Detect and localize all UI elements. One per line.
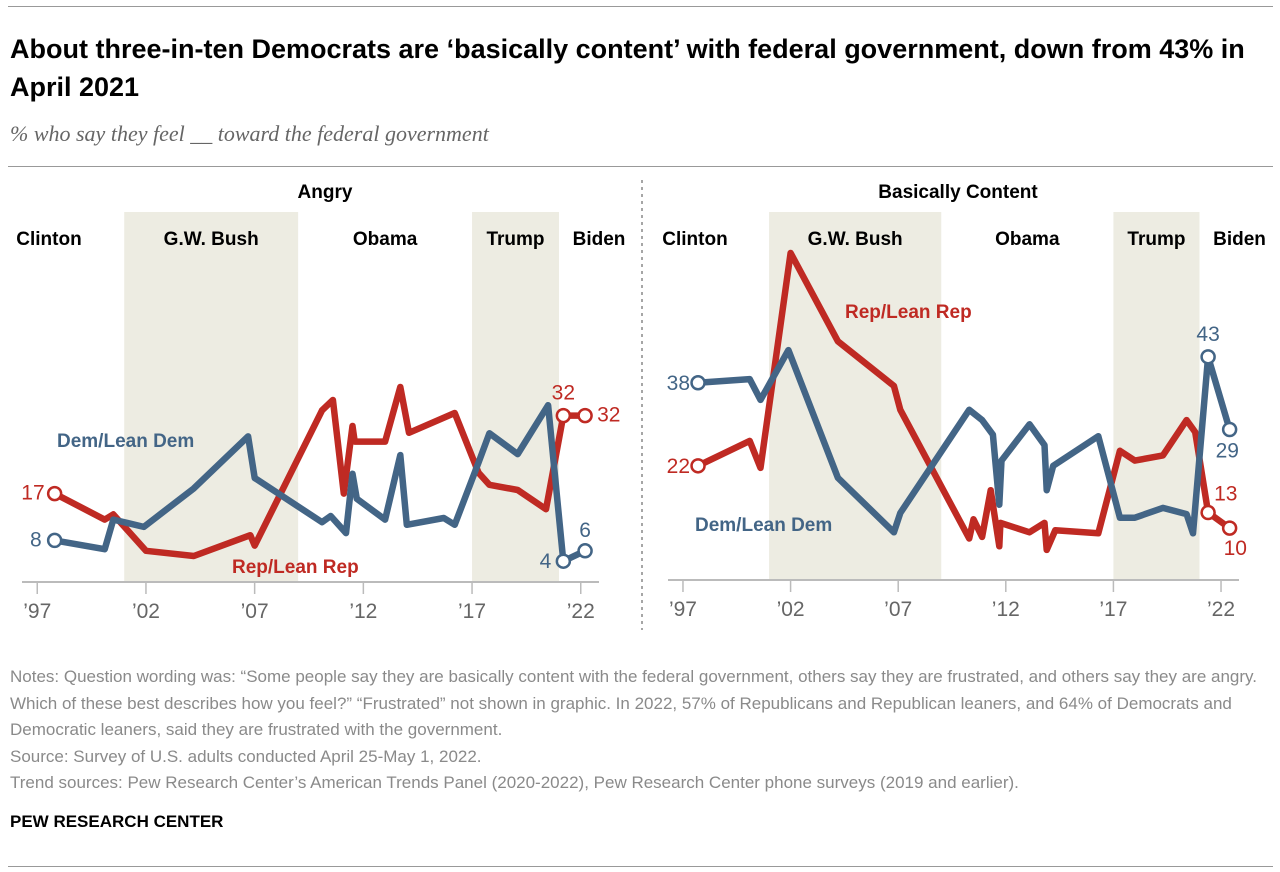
header-rule [8,166,1273,167]
panel-title: Angry [298,182,353,203]
notes-wording: Notes: Question wording was: “Some peopl… [10,667,1258,739]
era-label: Clinton [16,229,81,250]
data-point-dem [1200,349,1216,365]
series-name-label: Rep/Lean Rep [232,557,359,578]
era-label: Trump [1127,229,1185,250]
era-label: Biden [1213,229,1266,250]
data-point-rep [46,485,63,502]
brand-footer: PEW RESEARCH CENTER [10,812,224,831]
data-label: 13 [1214,483,1237,506]
data-label: 6 [579,519,591,542]
data-label: 32 [552,382,575,405]
data-label: 8 [30,528,42,551]
notes-source: Source: Survey of U.S. adults conducted … [10,746,482,766]
data-point-rep [577,407,593,424]
data-label: 22 [667,455,690,478]
x-tick-label: ’97 [23,600,51,623]
era-band-trump [472,212,559,582]
series-line-rep [51,383,589,560]
x-tick-label: ’12 [992,598,1020,621]
series-name-label: Dem/Lean Dem [57,431,194,452]
data-point-dem [1221,421,1238,438]
data-point-dem [46,532,63,549]
x-tick-label: ’17 [458,600,486,623]
charts-area: Clinton G.W. Bush Obama Trump Biden Angry ’97 ’… [16,180,1266,630]
top-rule [8,6,1273,7]
era-label: G.W. Bush [808,229,903,250]
series-name-label: Rep/Lean Rep [845,302,972,323]
era-label: Obama [995,229,1060,250]
data-point-dem [577,543,593,559]
x-tick-label: ’07 [884,598,912,621]
series-line-rep [694,249,1233,554]
x-tick-label: ’02 [777,598,805,621]
notes: Notes: Question wording was: “Some peopl… [10,664,1275,797]
era-label: Biden [573,229,626,250]
chart-title: About three-in-ten Democrats are ‘basica… [10,34,1245,102]
x-tick-label: ’12 [349,600,377,623]
bottom-rule [8,866,1273,867]
era-band-trump [1113,212,1200,580]
era-label: G.W. Bush [164,229,259,250]
panel-basically-content: Clinton G.W. Bush Obama Trump Biden Basically… [662,182,1266,621]
data-point-dem [690,375,706,391]
x-tick-label: ’07 [241,600,269,623]
era-band-gwbush [124,212,299,582]
era-label: Clinton [662,229,727,250]
series-name-label: Dem/Lean Dem [695,515,832,536]
data-label: 17 [21,482,44,505]
series-line-dem [694,346,1233,537]
x-tick-label: ’22 [1207,598,1235,621]
x-tick-label: ’22 [567,600,595,623]
data-point-dem [555,553,572,569]
data-label: 29 [1216,439,1239,462]
data-label: 10 [1224,537,1247,560]
panel-title: Basically Content [878,182,1038,203]
panel-angry: Clinton G.W. Bush Obama Trump Biden Angry ’97 ’… [16,182,625,623]
era-band-gwbush [769,212,942,580]
data-point-rep [1221,520,1238,536]
x-tick-label: ’97 [669,598,697,621]
x-tick-label: ’17 [1099,598,1127,621]
data-point-rep [555,407,572,424]
data-label: 38 [667,372,690,395]
notes-trend-sources: Trend sources: Pew Research Center’s Ame… [10,773,1019,792]
data-label: 43 [1196,323,1219,346]
era-label: Trump [486,229,544,250]
series-line-dem [51,401,589,565]
era-label: Obama [353,229,418,250]
x-tick-label: ’02 [132,600,160,623]
data-label: 4 [540,550,552,573]
chart-subtitle: % who say they feel __ toward the federa… [10,121,489,146]
data-label: 32 [597,404,620,427]
data-point-rep [1200,504,1216,521]
data-point-rep [690,458,706,474]
